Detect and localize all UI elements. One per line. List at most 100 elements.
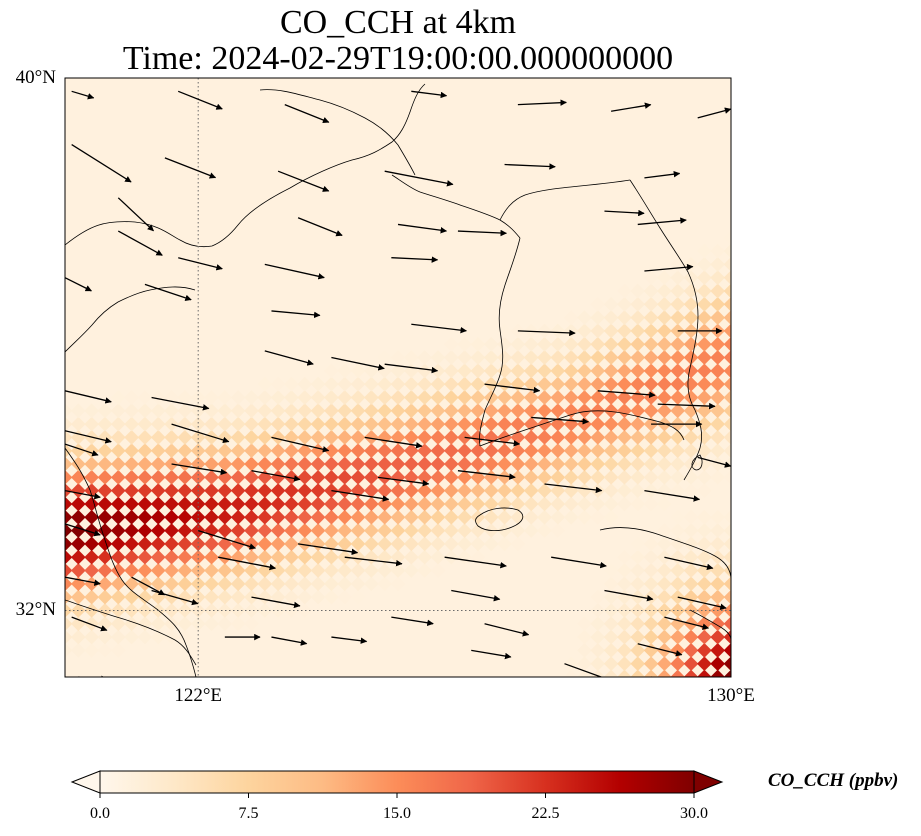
field-cell (657, 656, 672, 672)
coastline-segment (479, 237, 521, 447)
field-cell (430, 456, 446, 472)
wind-arrow (504, 163, 556, 170)
field-cell (523, 523, 539, 538)
field-cell (177, 469, 193, 485)
wind-arrow (637, 217, 687, 226)
field-cell (697, 603, 712, 618)
field-cell (457, 376, 472, 392)
field-cell (257, 483, 273, 498)
field-cell (697, 669, 712, 677)
field-cell (630, 656, 646, 672)
field-cell (577, 656, 592, 672)
field-cell (364, 403, 379, 419)
field-cell (324, 403, 339, 419)
field-cell (284, 523, 299, 538)
field-cell (377, 483, 393, 498)
field-cell (577, 616, 592, 632)
field-cell (284, 483, 299, 498)
field-cell (244, 483, 259, 498)
field-cell (643, 603, 659, 618)
field-cell (350, 376, 366, 392)
field-cell (377, 523, 393, 538)
colorbar-tick-label: 22.5 (531, 805, 560, 822)
field-cell (65, 430, 73, 445)
field-cell (377, 416, 393, 432)
field-cell (590, 616, 606, 632)
wind-arrow (71, 144, 132, 183)
field-cell (217, 403, 233, 419)
field-cell (324, 416, 339, 432)
coastline-segment (499, 179, 631, 221)
field-cell (65, 576, 73, 592)
field-cell (670, 576, 686, 592)
wind-arrow (171, 423, 230, 444)
field-cell (683, 629, 699, 645)
field-cell (284, 456, 299, 472)
wind-arrow (484, 623, 530, 637)
field-cell (217, 416, 233, 432)
field-cell (244, 390, 259, 405)
field-cell (150, 496, 166, 512)
field-cell (643, 576, 659, 592)
field-cell (337, 483, 353, 498)
field-cell (124, 430, 139, 445)
field-cell (590, 589, 606, 605)
field-cell (483, 403, 499, 419)
field-cell (683, 509, 699, 525)
field-cell (430, 403, 446, 419)
field-cell (590, 643, 606, 658)
wind-arrow (457, 470, 516, 480)
field-cell (390, 350, 406, 365)
field-cell (124, 456, 139, 472)
colorbar-tick-label: 30.0 (680, 805, 708, 822)
field-cell (590, 509, 606, 525)
field-cell (497, 456, 512, 472)
wind-arrow (411, 90, 448, 99)
field-cell (257, 576, 273, 592)
field-cell (177, 496, 193, 512)
wind-arrow (457, 229, 507, 237)
coastline-segment (629, 179, 703, 481)
field-cell (137, 523, 153, 538)
field-cell (457, 336, 472, 352)
field-cell (364, 576, 379, 592)
field-cell (657, 616, 672, 632)
field-cell (603, 656, 619, 672)
field-cell (657, 603, 672, 618)
field-cell (230, 443, 246, 459)
colorbar-extend-max (693, 770, 724, 794)
field-cell (65, 483, 73, 498)
wind-arrow (664, 556, 714, 571)
field-cell (657, 629, 672, 645)
field-cell (377, 456, 393, 472)
field-cell (244, 509, 259, 525)
field-cell (310, 483, 326, 498)
field-cell (137, 616, 153, 632)
field-cell (723, 616, 731, 632)
field-cell (270, 403, 286, 419)
field-cell (550, 509, 566, 525)
field-cell (630, 549, 646, 565)
field-cell (164, 576, 179, 592)
wind-arrow (644, 263, 694, 272)
map-title-line2: Time: 2024-02-29T19:00:00.000000000 (122, 40, 674, 77)
field-cell (670, 629, 686, 645)
wind-arrow (271, 310, 321, 319)
field-cell (697, 509, 712, 525)
field-cell (164, 483, 179, 498)
field-cell (244, 403, 259, 419)
coastlines (65, 83, 731, 677)
field-cell (150, 469, 166, 485)
field-cell (723, 643, 731, 658)
field-cell (657, 589, 672, 605)
wind-arrow (198, 529, 257, 550)
field-cell (617, 549, 632, 565)
field-cell (510, 523, 526, 538)
field-cell (683, 523, 699, 538)
field-cell (483, 336, 499, 352)
field-cell (244, 563, 259, 578)
field-cell (257, 456, 273, 472)
wind-arrow (384, 170, 454, 187)
field-cell (137, 456, 153, 472)
field-cell (190, 616, 206, 632)
